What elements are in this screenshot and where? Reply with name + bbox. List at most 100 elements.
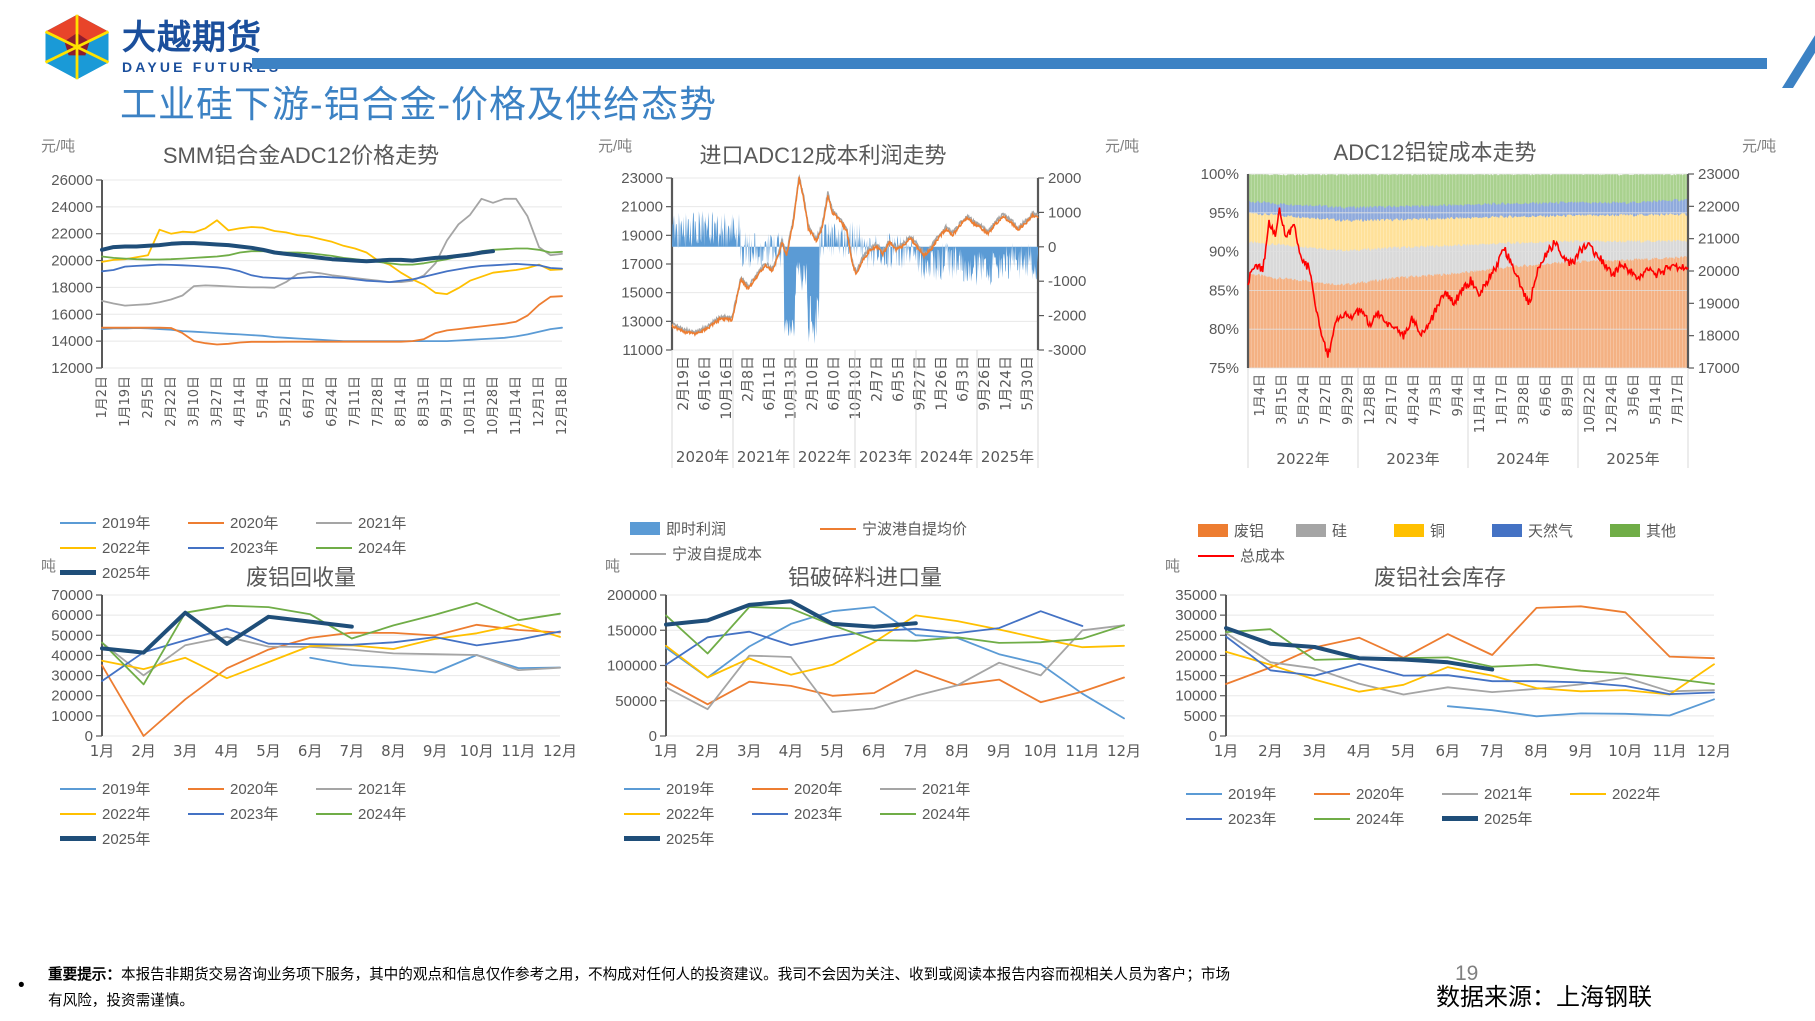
svg-text:12000: 12000 xyxy=(51,360,93,377)
svg-text:1月17日: 1月17日 xyxy=(1495,374,1510,425)
svg-text:3月27日: 3月27日 xyxy=(210,376,225,427)
svg-text:7月: 7月 xyxy=(1480,742,1505,760)
legend-swatch xyxy=(60,570,96,575)
legend-swatch xyxy=(1186,792,1222,795)
legend-item-2019年: 2019年 xyxy=(624,778,752,799)
chart2-plot: 11000 13000 15000 17000 19000 21000 23000 -3000… xyxy=(621,170,1086,468)
svg-text:0: 0 xyxy=(1209,728,1217,745)
legend-swatch xyxy=(624,812,660,815)
svg-text:15000: 15000 xyxy=(1175,668,1217,685)
legend-label: 2023年 xyxy=(1228,811,1277,828)
legend-swatch xyxy=(1394,524,1424,537)
svg-text:11月: 11月 xyxy=(1065,742,1099,760)
svg-text:9月: 9月 xyxy=(1569,742,1594,760)
svg-text:200000: 200000 xyxy=(607,587,657,604)
svg-text:3月10日: 3月10日 xyxy=(187,376,202,427)
chart4-plot: 0 10000 20000 30000 40000 50000 60000 70000 1月 2月… xyxy=(51,587,577,760)
legend-swatch xyxy=(624,787,660,790)
svg-text:2025年: 2025年 xyxy=(981,448,1034,466)
svg-text:8月31日: 8月31日 xyxy=(417,376,432,427)
chart1-unit-label: 元/吨 xyxy=(41,138,76,155)
svg-text:2月: 2月 xyxy=(1258,742,1283,760)
chart1-title: SMM铝合金ADC12价格走势 xyxy=(162,143,440,168)
legend-item-2025年: 2025年 xyxy=(60,828,188,849)
svg-text:2022年: 2022年 xyxy=(1276,450,1329,468)
svg-text:21000: 21000 xyxy=(621,199,663,216)
svg-text:60000: 60000 xyxy=(51,607,93,624)
svg-text:6月: 6月 xyxy=(1436,742,1461,760)
svg-text:12月: 12月 xyxy=(1697,742,1731,760)
svg-text:0: 0 xyxy=(1048,239,1056,256)
svg-text:1月4日: 1月4日 xyxy=(1253,374,1268,417)
chart2-unit-label-left: 元/吨 xyxy=(598,138,633,155)
legend-item-2023年: 2023年 xyxy=(1186,808,1314,829)
svg-text:10000: 10000 xyxy=(51,708,93,725)
svg-text:2021年: 2021年 xyxy=(737,448,790,466)
legend-swatch xyxy=(60,521,96,524)
legend-swatch xyxy=(60,546,96,549)
svg-text:2024年: 2024年 xyxy=(920,448,973,466)
legend-item-2024年: 2024年 xyxy=(316,803,444,824)
svg-text:50000: 50000 xyxy=(615,693,657,710)
chart3-unit-label-right: 元/吨 xyxy=(1742,138,1777,155)
svg-text:1月: 1月 xyxy=(90,742,115,760)
chart5-plot: 0 50000 100000 150000 200000 1月 2月 3月 4月 5月 6月 7月 8月… xyxy=(607,587,1141,760)
legend-label: 废铝 xyxy=(1234,523,1265,540)
legend-swatch xyxy=(188,812,224,815)
svg-text:22000: 22000 xyxy=(1698,198,1740,215)
svg-text:4月14日: 4月14日 xyxy=(233,376,248,427)
svg-text:2月8日: 2月8日 xyxy=(740,356,756,402)
logo-title-en: DAYUE FUTURES xyxy=(122,58,282,75)
svg-text:1月26日: 1月26日 xyxy=(934,356,950,411)
logo-title-cn: 大越期货 xyxy=(122,17,262,58)
legend-item-2023年: 2023年 xyxy=(752,803,880,824)
legend-swatch xyxy=(1610,524,1640,537)
chart-scrap-al-recovery: 吨 废铝回收量 xyxy=(36,555,566,855)
svg-text:12月1日: 12月1日 xyxy=(532,376,547,427)
svg-text:20000: 20000 xyxy=(51,253,93,270)
legend-item-总成本: 总成本 xyxy=(1198,545,1316,566)
legend-label: 2022年 xyxy=(102,806,151,823)
svg-text:21000: 21000 xyxy=(1698,231,1740,248)
chart5-legend: 2019年 2020年 2021年 2022年 2023年 2024年 2025年 xyxy=(624,778,1134,853)
svg-text:-1000: -1000 xyxy=(1048,273,1086,290)
svg-text:6月11日: 6月11日 xyxy=(762,356,778,411)
footer-notice-label: 重要提示： xyxy=(48,966,121,983)
chart5-unit-label: 吨 xyxy=(605,558,621,575)
svg-text:2月22日: 2月22日 xyxy=(164,376,179,427)
svg-text:1月: 1月 xyxy=(654,742,679,760)
svg-text:10月: 10月 xyxy=(460,742,494,760)
svg-text:5月21日: 5月21日 xyxy=(279,376,294,427)
svg-text:70000: 70000 xyxy=(51,587,93,604)
svg-text:2022年: 2022年 xyxy=(798,448,851,466)
footer-notice: 重要提示：本报告非期货交易咨询业务项下服务，其中的观点和信息仅作参考之用，不构成… xyxy=(48,962,1233,1013)
chart5-title: 铝破碎料进口量 xyxy=(787,565,942,590)
legend-swatch xyxy=(1296,524,1326,537)
svg-text:6月10日: 6月10日 xyxy=(826,356,842,411)
legend-label: 2025年 xyxy=(1484,811,1533,828)
chart3-plot: 75% 80% 85% 90% 95% 100% 17000 18000 19000 20000 2… xyxy=(1201,166,1740,468)
legend-swatch xyxy=(820,527,856,530)
legend-swatch xyxy=(630,522,660,535)
svg-text:3月: 3月 xyxy=(737,742,762,760)
legend-item-2021年: 2021年 xyxy=(316,512,444,533)
svg-text:10月28日: 10月28日 xyxy=(486,376,501,435)
legend-label: 2020年 xyxy=(230,515,279,532)
chart-adc12-ingot-cost: ADC12铝锭成本走势 xyxy=(1190,130,1680,480)
svg-text:6月3日: 6月3日 xyxy=(956,356,972,402)
legend-label: 宁波港自提均价 xyxy=(862,521,968,538)
legend-item-2023年: 2023年 xyxy=(188,537,316,558)
svg-text:7月17日: 7月17日 xyxy=(1671,374,1686,425)
svg-text:40000: 40000 xyxy=(51,647,93,664)
chart-import-adc12-cost-profit: 元/吨 进口ADC12成本利润走势 xyxy=(598,130,1068,480)
svg-text:30000: 30000 xyxy=(51,668,93,685)
footer-notice-text: 本报告非期货交易咨询业务项下服务，其中的观点和信息仅作参考之用，不构成对任何人的… xyxy=(48,966,1231,1009)
legend-swatch xyxy=(1570,792,1606,795)
svg-text:4月: 4月 xyxy=(215,742,240,760)
svg-text:10月16日: 10月16日 xyxy=(719,356,735,420)
svg-text:3月: 3月 xyxy=(173,742,198,760)
svg-text:11月: 11月 xyxy=(1653,742,1687,760)
legend-item-2023年: 2023年 xyxy=(188,803,316,824)
svg-text:1月2日: 1月2日 xyxy=(95,376,110,419)
svg-text:20000: 20000 xyxy=(1698,263,1740,280)
